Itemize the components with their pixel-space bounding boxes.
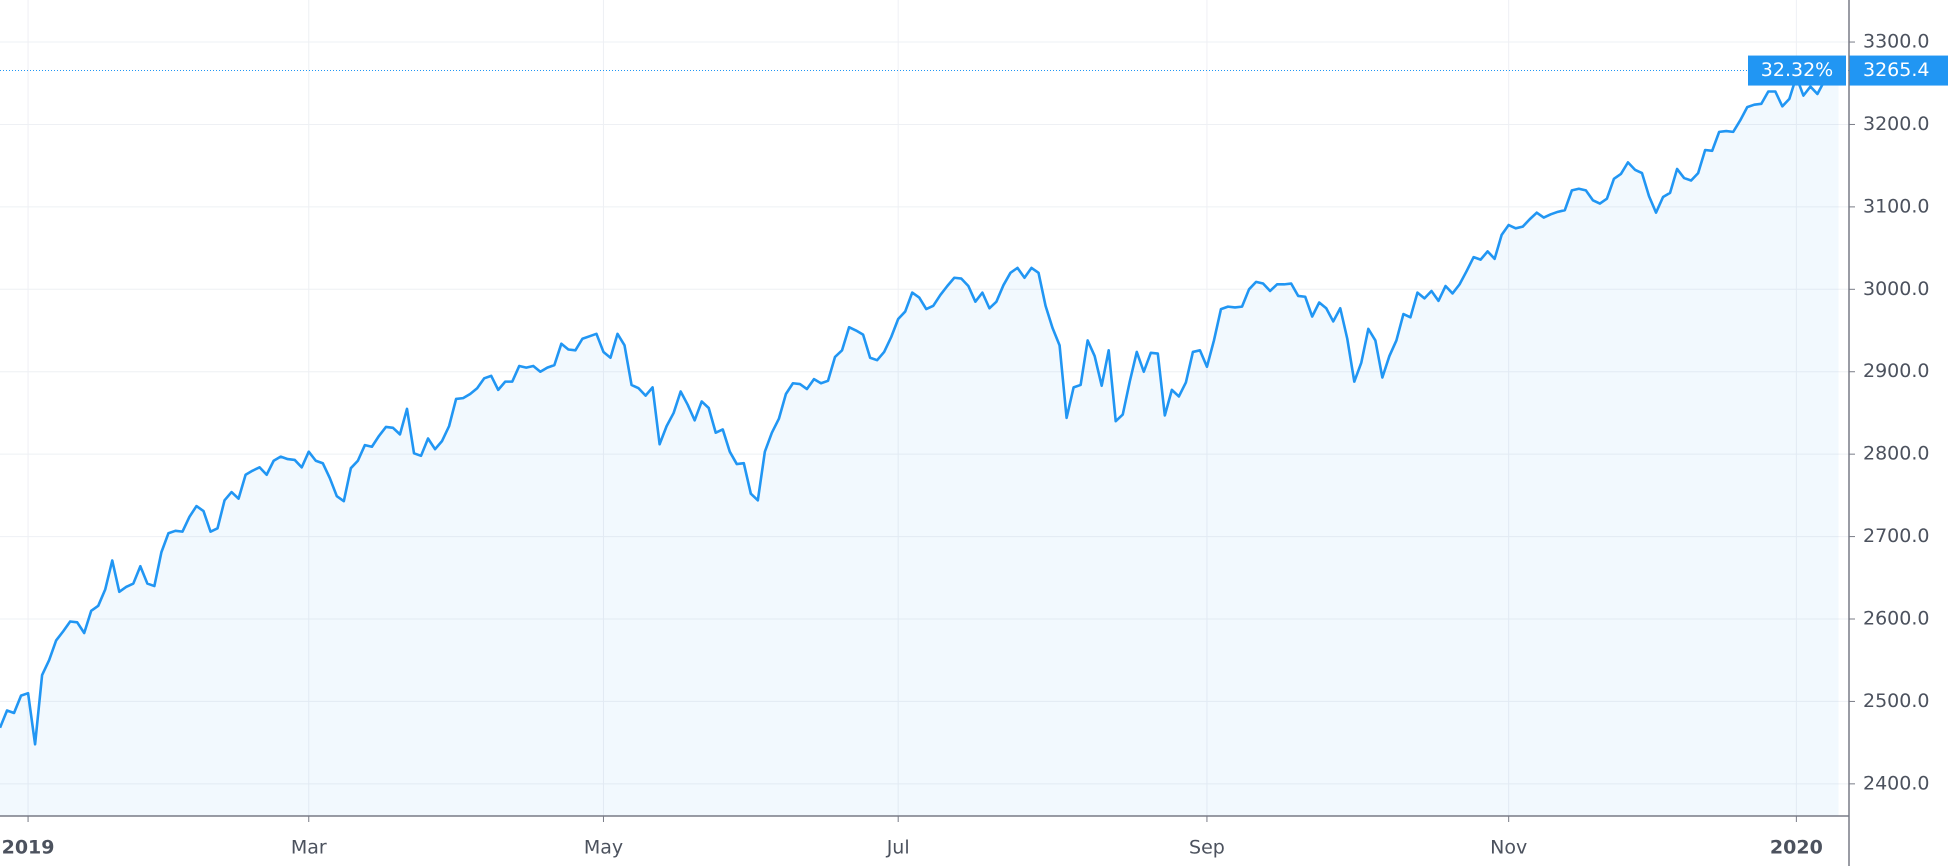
x-tick-label: May [584,837,623,859]
change-label: 32.32% [1761,59,1833,81]
y-tick-label: 2500.0 [1863,690,1929,712]
x-tick-label: Jul [886,837,910,859]
y-tick-label: 3200.0 [1863,113,1929,135]
y-tick-label: 2600.0 [1863,608,1929,630]
y-tick-label: 2800.0 [1863,443,1929,465]
x-tick-label: Mar [291,837,327,859]
x-tick-label: 2019 [2,837,55,859]
y-tick-label: 3100.0 [1863,195,1929,217]
y-tick-label: 3300.0 [1863,31,1929,53]
y-tick-label: 2900.0 [1863,360,1929,382]
x-tick-label: Nov [1490,837,1527,859]
area [0,62,1839,816]
y-tick-label: 2400.0 [1863,772,1929,794]
last-price-label: 3265.4 [1863,59,1929,81]
x-tick-label: Sep [1189,837,1225,859]
y-tick-label: 2700.0 [1863,525,1929,547]
x-tick-label: 2020 [1770,837,1823,859]
change-badge [1748,55,1846,86]
last-price-badge [1849,55,1948,86]
line [0,61,1840,746]
y-tick-label: 3000.0 [1863,278,1929,300]
